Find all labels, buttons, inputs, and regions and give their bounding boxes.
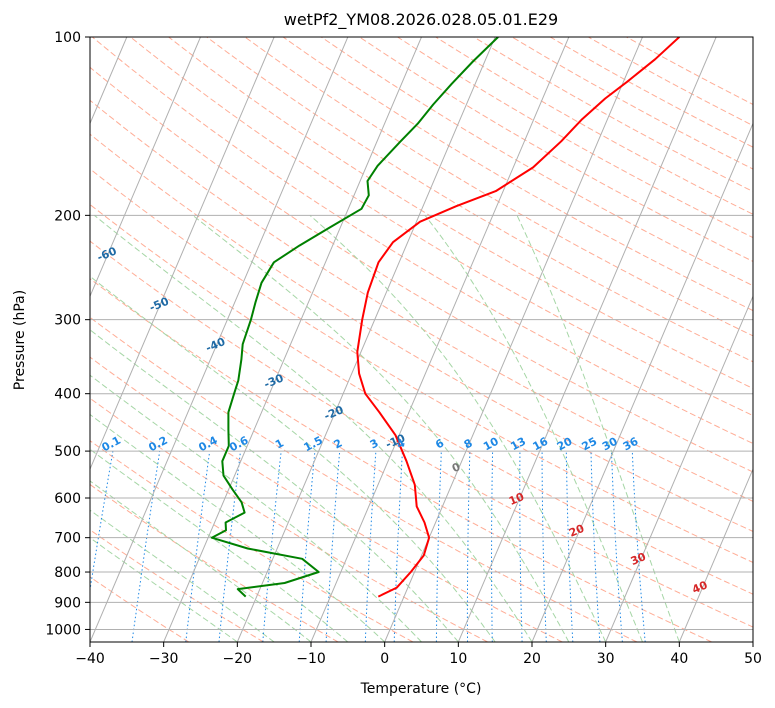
y-tick-label: 100 — [54, 30, 81, 46]
dry-adiabat-line — [90, 316, 638, 642]
x-tick-label: 0 — [380, 651, 389, 667]
y-tick-label: 500 — [54, 444, 81, 460]
dry-adiabat-line — [90, 483, 339, 642]
mixing-ratio-label: 10 — [481, 435, 501, 454]
dry-adiabat-line — [473, 37, 753, 193]
dry-adiabat-line — [359, 37, 753, 262]
isotherm-line — [90, 37, 275, 471]
mixing-ratio-label: 30 — [600, 435, 620, 454]
dry-adiabat-line — [549, 37, 753, 148]
y-tick-label: 600 — [54, 491, 81, 507]
diagram-labels: 0.1 0.2 0.4 0.6 1 1.5 2 3 4 6 8 10 13 16 20 25 30 3601020… — [100, 434, 710, 597]
moist-adiabat-line — [90, 374, 422, 642]
moist-adiabat-line — [309, 214, 607, 642]
dry-adiabat-line — [91, 37, 753, 445]
dry-adiabat-line — [435, 37, 753, 215]
dry-adiabat-line — [90, 278, 712, 642]
isotherm-line — [531, 122, 753, 642]
moist-adiabat-line — [90, 329, 459, 642]
mixing-ratio-line — [131, 451, 161, 642]
dry-adiabat-line — [206, 37, 753, 363]
x-tick-label: −40 — [75, 651, 105, 667]
mixing-ratio-label: 13 — [508, 435, 528, 454]
moist-adiabat-line — [424, 214, 643, 642]
isotherm-line — [90, 37, 201, 298]
moist-adiabat-line — [516, 215, 680, 642]
y-tick-label: 900 — [54, 595, 81, 611]
y-tick-label: 1000 — [45, 622, 81, 638]
moist-adiabat-line — [90, 413, 386, 642]
x-tick-label: 20 — [523, 651, 541, 667]
theta-e-label: 10 — [507, 490, 526, 508]
dry-adiabat-line — [168, 37, 753, 389]
y-tick-label: 800 — [54, 565, 81, 581]
isotherm-line — [605, 295, 753, 642]
moist-adiabat-line — [90, 537, 238, 642]
isotherm-line — [236, 37, 496, 642]
mixing-ratio-label: 16 — [531, 435, 551, 454]
mixing-ratio-line — [185, 451, 211, 642]
isotherm-line — [457, 37, 717, 642]
x-tick-label: 40 — [670, 651, 688, 667]
mixing-ratio-label: 25 — [580, 435, 600, 454]
dry-adiabat-line — [90, 440, 414, 642]
y-axis-label: Pressure (hPa) — [12, 290, 28, 390]
y-tick-label: 400 — [54, 387, 81, 403]
x-tick-label: 30 — [597, 651, 615, 667]
grid-lines — [90, 37, 753, 630]
x-tick-label: −20 — [223, 651, 253, 667]
x-tick-label: −10 — [296, 651, 326, 667]
x-axis-ticks: −40 −30 −20 −10 0 10 20 30 40 50 — [75, 642, 762, 667]
moist-adiabat-line — [93, 214, 533, 642]
theta-e-label: 20 — [567, 522, 586, 540]
dry-adiabat-line — [130, 37, 753, 417]
mixing-ratio-line — [218, 451, 241, 642]
plot-area: -100-90-80-70-60-50-40-30-20-10 — [90, 37, 753, 642]
sounding-series — [210, 37, 680, 598]
x-tick-label: 50 — [744, 651, 762, 667]
temperature-profile — [356, 37, 680, 598]
dry-adiabat-line — [90, 240, 753, 628]
dry-adiabat-line — [90, 133, 753, 533]
dry-adiabat-line — [90, 66, 753, 473]
plot-frame — [89, 36, 754, 643]
isotherm-line — [310, 37, 570, 642]
y-tick-label: 300 — [54, 313, 81, 329]
theta-e-label: 40 — [690, 578, 709, 596]
theta-e-label: 30 — [629, 550, 648, 568]
y-tick-label: 700 — [54, 531, 81, 547]
moist-adiabat-line — [192, 214, 570, 642]
x-tick-label: −30 — [149, 651, 179, 667]
mixing-ratio-line — [90, 451, 114, 594]
moist-adiabat-line — [90, 480, 312, 642]
isotherm-line — [90, 37, 349, 642]
x-axis-label: Temperature (°C) — [360, 681, 482, 697]
isotherm-line — [678, 467, 753, 642]
chart-title: wetPf2_YM08.2026.028.05.01.E29 — [284, 10, 558, 30]
mixing-ratio-label: 20 — [555, 435, 575, 454]
mixing-ratio-label: 36 — [621, 435, 641, 454]
dry-adiabat-line — [282, 37, 753, 312]
y-tick-label: 200 — [54, 208, 81, 224]
dry-adiabat-line — [320, 37, 753, 287]
isotherm-line — [163, 37, 422, 642]
y-axis-ticks: 100 200 300 400 500 600 700 800 900 1000 — [45, 30, 90, 638]
x-tick-label: 10 — [449, 651, 467, 667]
mixing-ratio-lines — [90, 451, 646, 642]
dewpoint-profile — [210, 37, 499, 598]
